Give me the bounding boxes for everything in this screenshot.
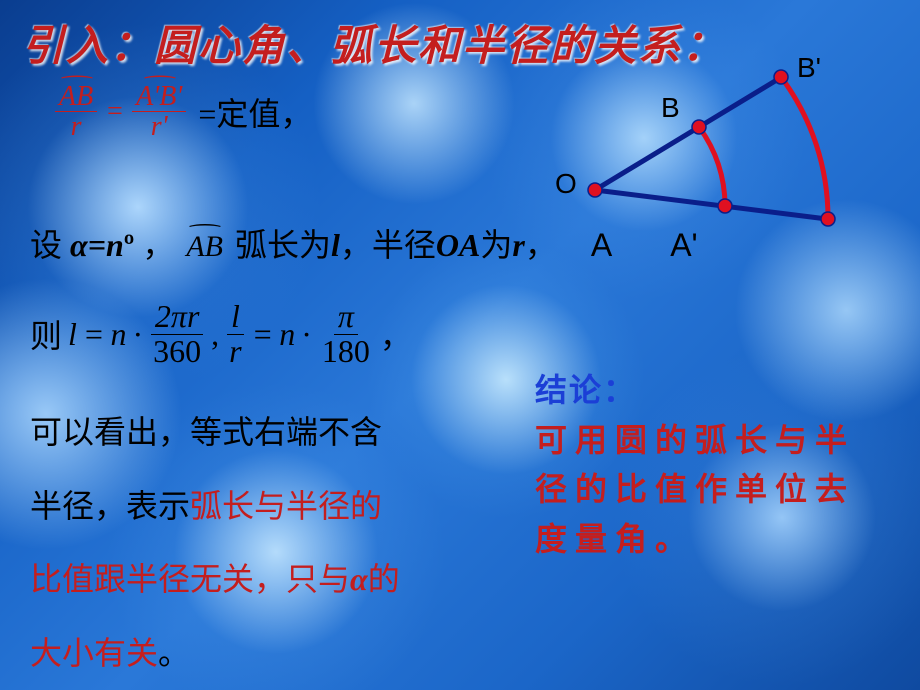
equation-ratio: AB r = A'B' r' =定值，	[55, 82, 312, 142]
denom-r: r	[67, 112, 86, 141]
eq1-tail: =定值，	[198, 89, 312, 135]
label-o: O	[555, 168, 577, 200]
arc-ab: AB	[59, 82, 93, 111]
denom-rp: r'	[147, 112, 172, 141]
circle-sector-diagram: O B B'	[525, 60, 885, 280]
explanation-text: 可以看出，等式右端不含 半径，表示弧长与半径的 比值跟半径无关，只与α的 大小有…	[30, 396, 510, 690]
arc-apbp: A'B'	[136, 82, 182, 111]
label-bp: B'	[797, 52, 821, 84]
line-formula: 则 l = n · 2πr 360 , l r = n · π 180 ，	[30, 300, 412, 368]
conclusion-text: 结论： 可用圆的弧长与半 径的比值作单位去 度量角。	[535, 366, 900, 564]
label-b: B	[661, 92, 680, 124]
equals-1: =	[105, 96, 124, 128]
